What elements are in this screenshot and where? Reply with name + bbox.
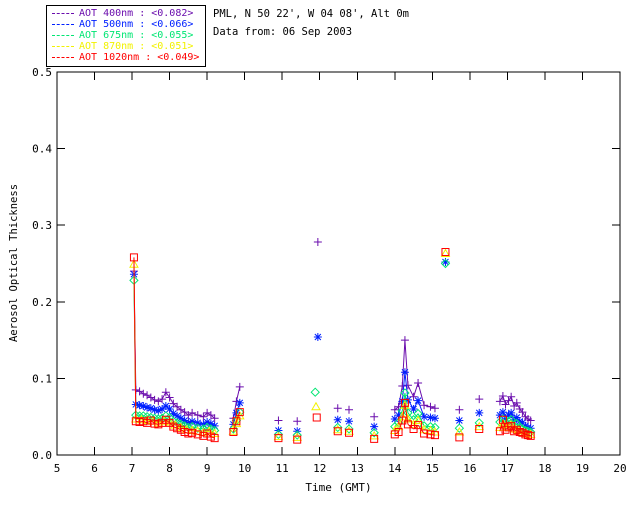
x-tick-label: 15 [426,462,439,475]
legend-label: AOT 400nm : <0.082> [79,8,194,19]
y-tick-label: 0.2 [32,296,52,309]
legend-line-sample [52,35,74,36]
y-tick-label: 0.5 [32,66,52,79]
y-axis-title: Aerosol Optical Thickness [8,183,20,343]
x-tick-label: 14 [388,462,402,475]
series-markers-aot-870nm [129,248,536,441]
series-markers-aot-1020nm [129,248,535,444]
legend-item: AOT 500nm : <0.066> [52,19,199,30]
legend-item: AOT 675nm : <0.055> [52,30,199,41]
series-markers-aot-400nm [129,238,535,426]
legend-line-sample [52,57,74,58]
x-tick-label: 6 [91,462,98,475]
x-axis-title: Time (GMT) [305,481,372,494]
x-tick-label: 19 [576,462,589,475]
x-tick-label: 9 [204,462,211,475]
x-tick-label: 17 [501,462,514,475]
series-line-aot-675nm [133,280,531,433]
y-tick-label: 0.4 [32,143,52,156]
y-tick-label: 0.0 [32,449,52,462]
series-line-aot-1020nm [133,257,531,439]
x-tick-label: 8 [166,462,173,475]
series-line-aot-500nm [133,274,531,429]
series-markers-aot-500nm [129,257,535,436]
legend-label: AOT 1020nm : <0.049> [79,52,200,63]
legend-line-sample [52,13,74,14]
axes-frame [56,71,621,456]
x-tick-label: 20 [613,462,626,475]
y-tick-label: 0.3 [32,219,52,232]
legend-line-sample [52,24,74,25]
x-tick-label: 16 [463,462,476,475]
legend-line-sample [52,46,74,47]
x-tick-label: 13 [351,462,364,475]
legend-item: AOT 1020nm : <0.049> [52,52,199,63]
header-date: Data from: 06 Sep 2003 [213,26,353,38]
header-location: PML, N 50 22', W 04 08', Alt 0m [213,8,409,20]
y-tick-label: 0.1 [32,372,52,385]
x-tick-label: 7 [129,462,136,475]
legend-label: AOT 675nm : <0.055> [79,30,194,41]
series-markers-aot-675nm [129,258,536,440]
series-line-aot-870nm [133,264,531,435]
x-tick-label: 18 [538,462,551,475]
legend-box: AOT 400nm : <0.082> AOT 500nm : <0.066> AO… [46,5,207,67]
x-tick-label: 11 [276,462,289,475]
legend-item: AOT 870nm : <0.051> [52,41,199,52]
x-tick-label: 12 [313,462,326,475]
x-tick-label: 10 [238,462,251,475]
legend-label: AOT 870nm : <0.051> [79,41,194,52]
legend-label: AOT 500nm : <0.066> [79,19,194,30]
x-tick-label: 5 [54,462,61,475]
series-line-aot-400nm [133,271,531,421]
legend-item: AOT 400nm : <0.082> [52,8,199,19]
